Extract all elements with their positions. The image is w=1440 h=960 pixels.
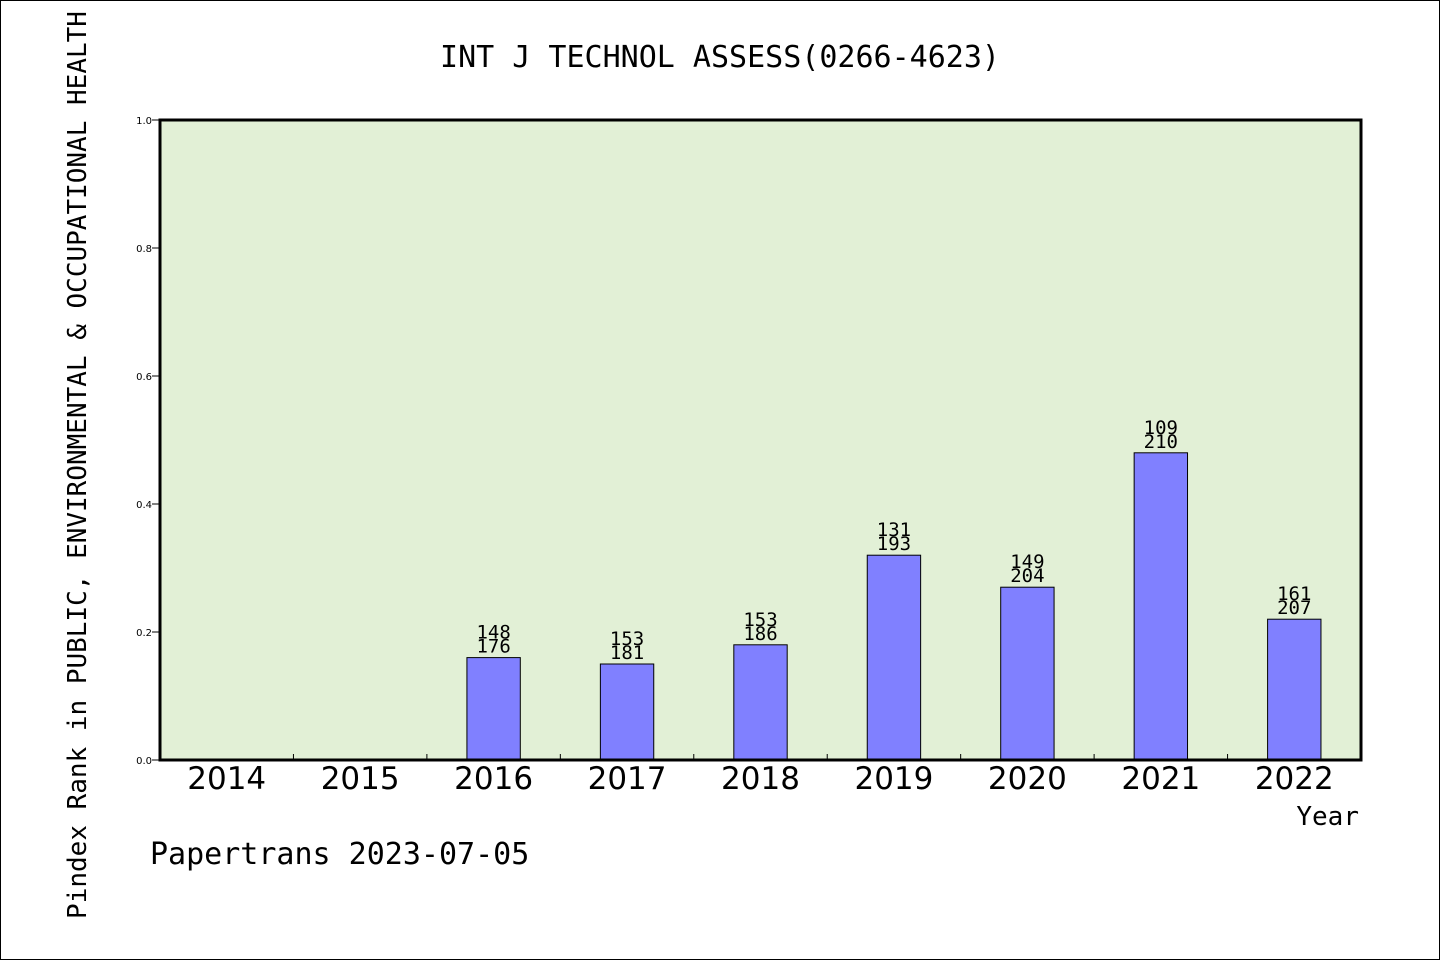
- rank-label: 131: [877, 519, 911, 541]
- y-tick-label: 0.4: [136, 500, 152, 511]
- rank-label: 149: [1010, 551, 1044, 573]
- total-label: 207: [1277, 597, 1311, 619]
- rank-label: 109: [1144, 417, 1178, 439]
- y-tick-label: 0.8: [136, 244, 152, 255]
- bars: [466, 452, 1322, 761]
- y-axis: 0.0 0.2 0.4 0.6 0.8 1.0: [136, 116, 160, 767]
- rank-label: 148: [476, 622, 510, 644]
- x-tick-label: 2016: [454, 761, 533, 797]
- bar-2019: [866, 554, 922, 761]
- footer-credit: Papertrans 2023-07-05: [150, 837, 529, 872]
- rank-label: 153: [743, 609, 777, 631]
- y-tick-label: 0.6: [136, 372, 152, 383]
- y-axis-label: Pindex Rank in PUBLIC, ENVIRONMENTAL & O…: [63, 11, 93, 919]
- plot-border: [158, 118, 1363, 762]
- y-tick-label: 1.0: [136, 116, 152, 127]
- x-tick-label: 2015: [321, 761, 400, 797]
- total-label: 176: [476, 636, 510, 658]
- x-tick-label: 2017: [588, 761, 667, 797]
- bar-2016: [466, 657, 521, 761]
- x-axis-label: Year: [1296, 802, 1359, 832]
- total-label: 204: [1010, 565, 1044, 587]
- x-tick-label: 2014: [187, 761, 266, 797]
- x-tick-label: 2021: [1121, 761, 1200, 797]
- total-label: 210: [1144, 431, 1178, 453]
- rank-label: 161: [1277, 583, 1311, 605]
- bar-2017: [599, 663, 655, 761]
- bar-2021: [1133, 452, 1189, 761]
- x-tick-label: 2019: [854, 761, 933, 797]
- x-axis: 2014 2015 2016 2017 2018 2019 2020 2021 2022: [187, 754, 1334, 797]
- bar-2018: [733, 644, 788, 761]
- bar-2020: [1000, 586, 1055, 761]
- rank-label: 153: [610, 628, 644, 650]
- x-tick-label: 2020: [988, 761, 1067, 797]
- x-tick-label: 2018: [721, 761, 800, 797]
- total-label: 193: [877, 533, 911, 555]
- y-tick-label: 0.2: [136, 628, 152, 639]
- total-label: 186: [743, 623, 777, 645]
- y-tick-label: 0.0: [136, 756, 152, 767]
- x-tick-label: 2022: [1255, 761, 1334, 797]
- bar-2022: [1267, 618, 1322, 761]
- total-label: 181: [610, 642, 644, 664]
- chart-title: INT J TECHNOL ASSESS(0266-4623): [440, 40, 1000, 75]
